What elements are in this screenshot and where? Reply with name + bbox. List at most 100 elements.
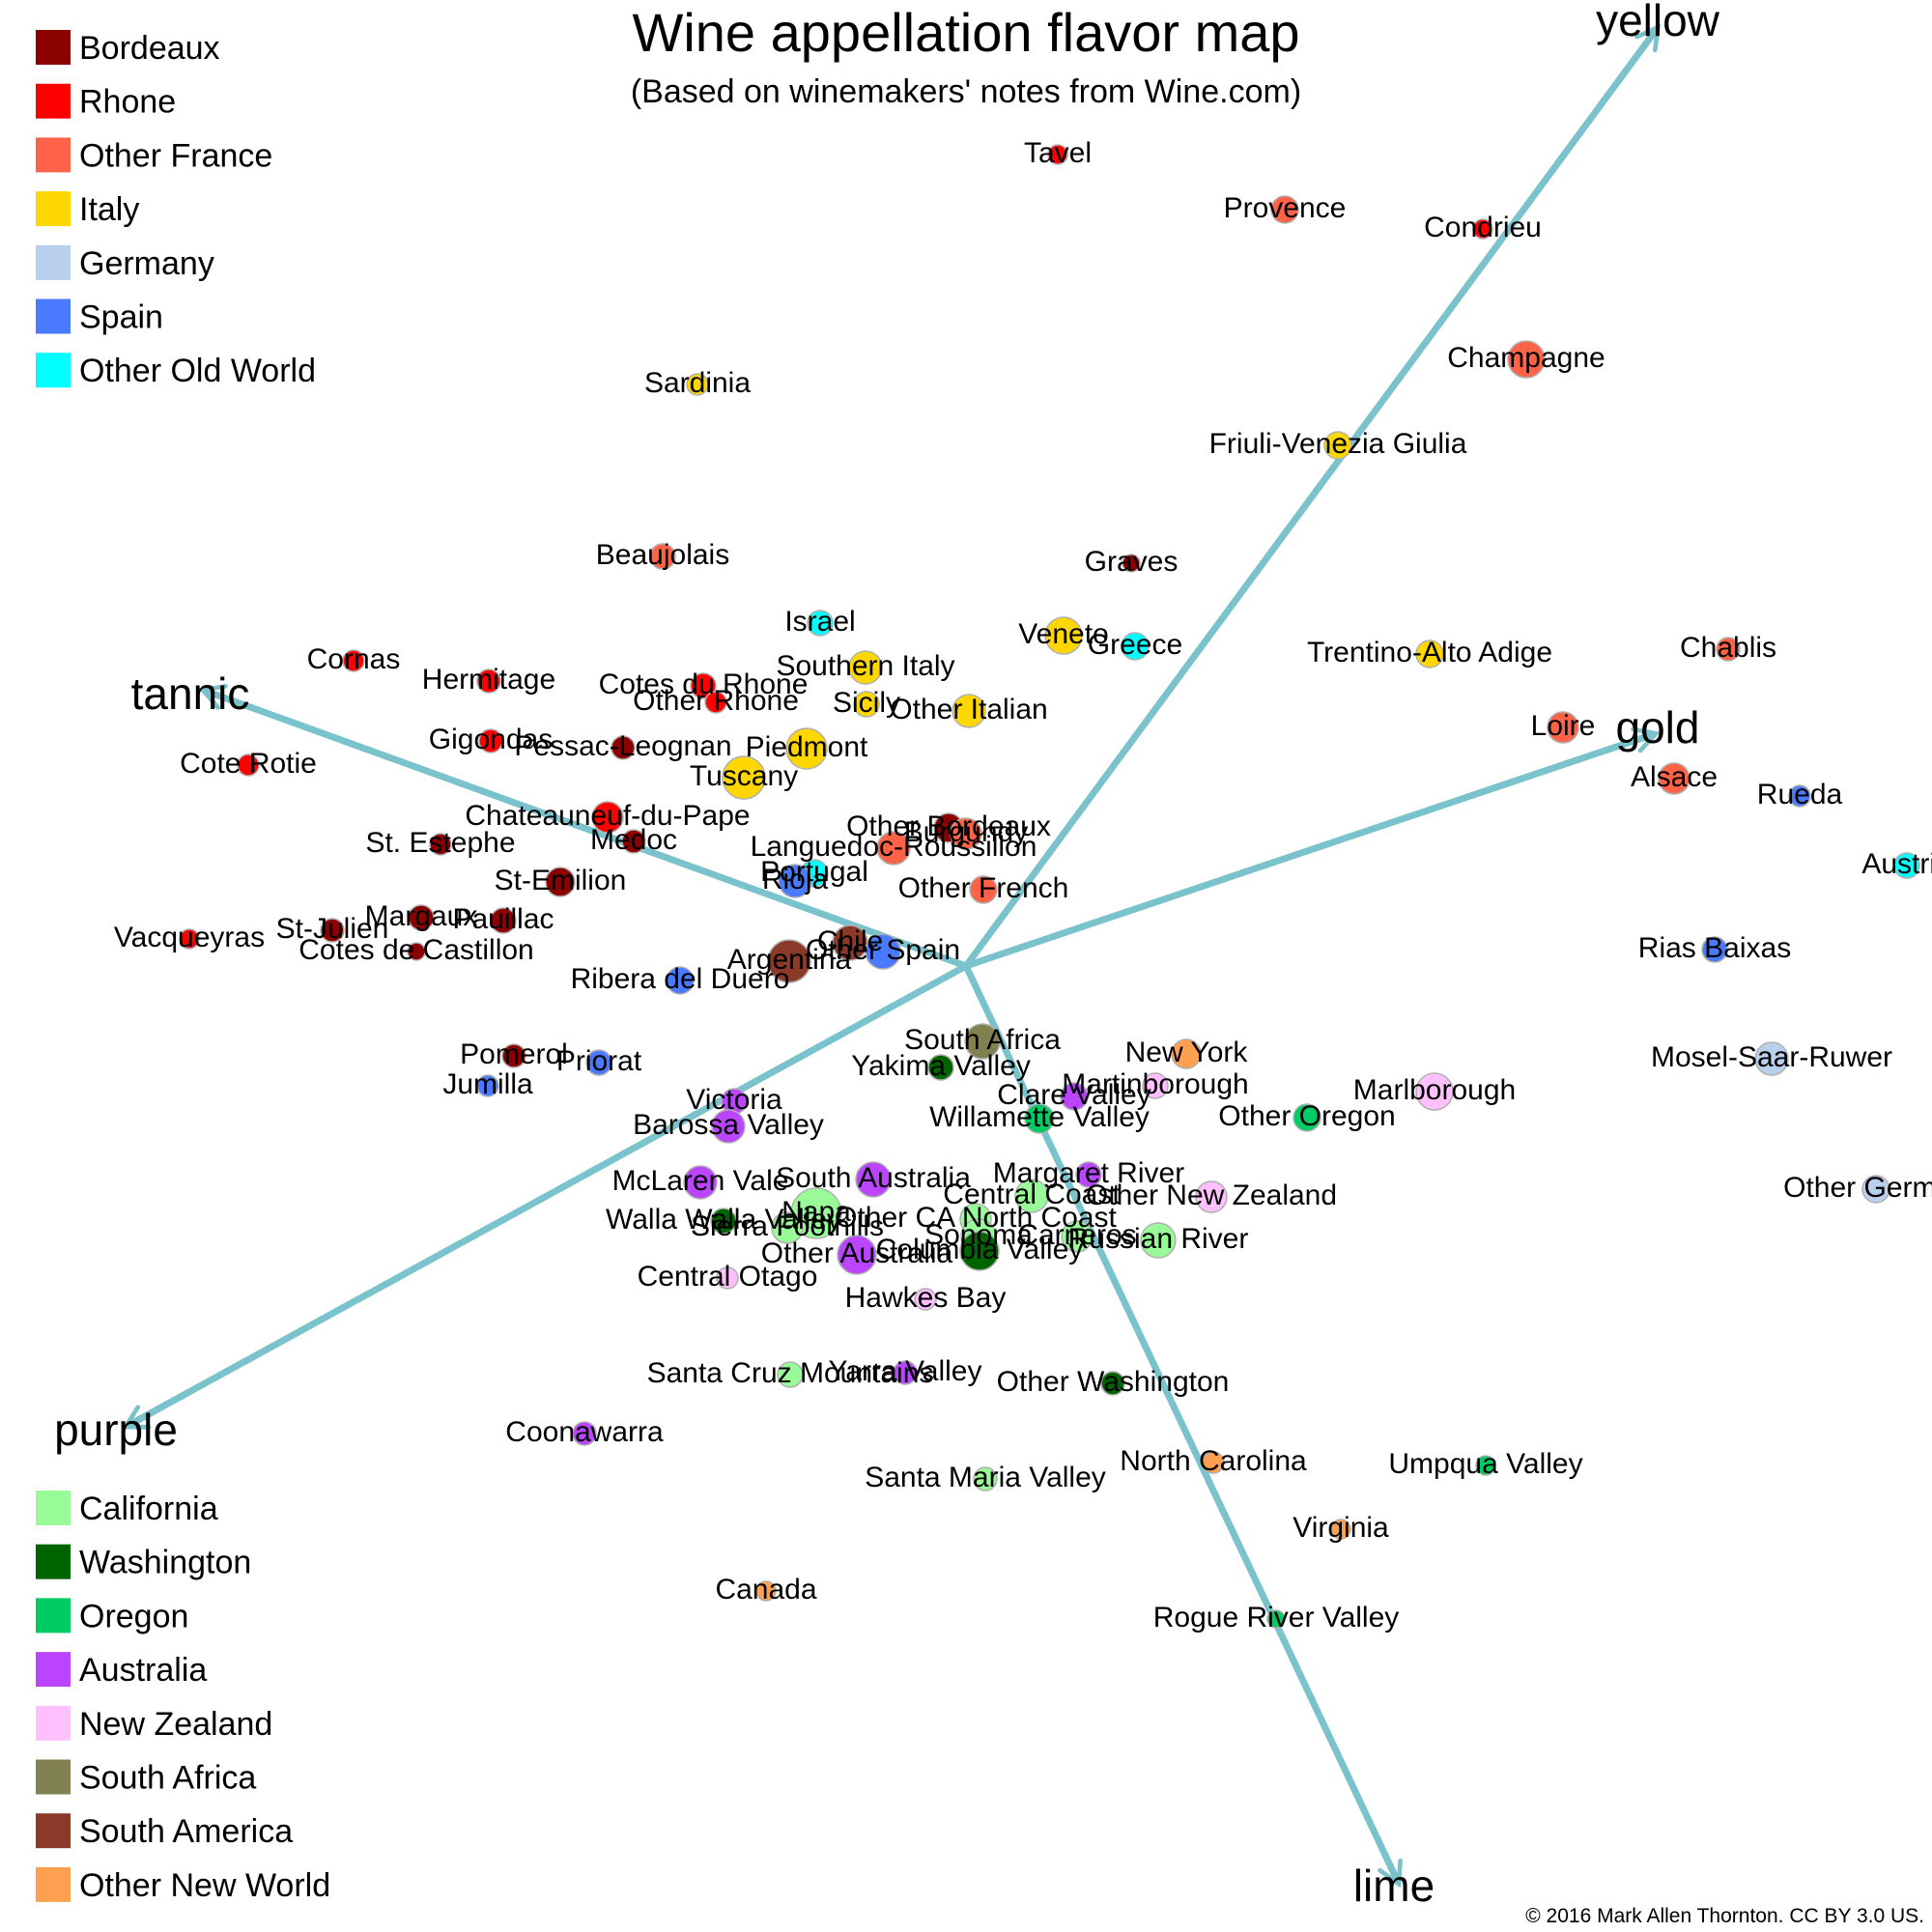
label-chile: Chile xyxy=(817,925,883,957)
appellation-points xyxy=(179,144,1920,1629)
label-carneros: Carneros xyxy=(1017,1219,1136,1251)
point-graves xyxy=(1122,554,1141,573)
point-veneto xyxy=(1044,616,1083,655)
label-other-french: Other French xyxy=(898,872,1069,904)
point-sardinia xyxy=(686,373,709,396)
label-cotes-du-rhone: Cotes du Rhone xyxy=(599,668,809,700)
point-new-york xyxy=(1171,1038,1202,1069)
label-south-australia: South Australia xyxy=(776,1162,971,1194)
point-friuli-venezia-giulia xyxy=(1323,431,1352,460)
legend-new-world: California Washington Oregon Australia New Z… xyxy=(36,1491,330,1904)
point-languedoc-roussillon xyxy=(876,831,911,866)
legend-label-australia: Australia xyxy=(79,1652,207,1689)
legend-swatch-australia xyxy=(36,1652,71,1688)
point-tuscany xyxy=(722,755,766,800)
point-martinborough xyxy=(1142,1072,1169,1099)
label-rias-baixas: Rias Baixas xyxy=(1638,932,1791,964)
legend-swatch-washington xyxy=(36,1544,71,1579)
label-chateauneuf-du-pape: Chateauneuf-du-Pape xyxy=(465,800,750,832)
label-clare-valley: Clare Valley xyxy=(997,1079,1151,1111)
label-graves: Graves xyxy=(1085,546,1179,578)
label-sierra-foothills: Sierra Foothills xyxy=(691,1210,884,1242)
legend-swatch-other-france xyxy=(36,137,71,173)
label-rogue-river-valley: Rogue River Valley xyxy=(1153,1602,1400,1634)
point-beaujolais xyxy=(649,543,676,570)
point-other-spain xyxy=(865,933,901,970)
label-santa-cruz-mountains: Santa Cruz Mountains xyxy=(647,1357,934,1389)
legend-swatch-california xyxy=(36,1491,71,1525)
point-central-coast xyxy=(1014,1179,1049,1213)
label-hawkes-bay: Hawkes Bay xyxy=(845,1282,1007,1314)
label-hermitage: Hermitage xyxy=(422,664,555,696)
label-condrieu: Condrieu xyxy=(1424,212,1542,243)
legend-swatch-other-new-world xyxy=(36,1866,71,1902)
point-other-german xyxy=(1861,1175,1890,1204)
point-other-new-zealand xyxy=(1195,1180,1228,1213)
label-ribera-del-duero: Ribera del Duero xyxy=(571,963,790,995)
label-cotes-de-castillon: Cotes de Castillon xyxy=(298,934,533,966)
legend-swatch-other-old-world xyxy=(36,353,71,388)
point-mosel-saar-ruwer xyxy=(1754,1041,1789,1076)
point-sierra-foothills xyxy=(771,1211,804,1244)
legend-old-world: Bordeaux Rhone Other France Italy Germany Spa… xyxy=(36,30,316,389)
label-medoc: Medoc xyxy=(590,824,677,856)
label-cornas: Cornas xyxy=(307,643,401,675)
point-priorat xyxy=(585,1049,612,1076)
point-yakima-valley xyxy=(927,1054,954,1081)
point-sicily xyxy=(853,691,880,718)
point-santa-cruz-mountains xyxy=(777,1361,804,1388)
label-russian-river: Russian River xyxy=(1068,1223,1249,1255)
point-st-emilion xyxy=(545,867,576,897)
point-burgundy xyxy=(950,817,982,850)
legend-label-south-africa: South Africa xyxy=(79,1760,256,1797)
point-margaux xyxy=(408,904,435,931)
point-champagne xyxy=(1507,340,1546,379)
label-mclaren-vale: McLaren Vale xyxy=(612,1165,789,1197)
label-austria: Austria xyxy=(1861,848,1932,880)
label-margaux: Margaux xyxy=(365,900,478,932)
point-columbia-valley xyxy=(959,1231,1000,1271)
label-pomerol: Pomerol xyxy=(460,1038,568,1070)
label-beaujolais: Beaujolais xyxy=(596,539,729,571)
point-medoc xyxy=(621,829,646,854)
point-clare-valley xyxy=(1060,1082,1089,1111)
point-piedmont xyxy=(785,727,828,770)
label-barossa-valley: Barossa Valley xyxy=(633,1109,824,1141)
label-piedmont: Piedmont xyxy=(746,731,868,763)
label-vacqueyras: Vacqueyras xyxy=(114,922,265,953)
label-gigondas: Gigondas xyxy=(429,724,553,755)
label-southern-italy: Southern Italy xyxy=(776,650,954,682)
label-trentino-alto-adige: Trentino-Alto Adige xyxy=(1307,637,1552,668)
legend-swatch-germany xyxy=(36,244,71,280)
axis-arrow-gold xyxy=(962,734,1654,970)
legend-label-new-zealand: New Zealand xyxy=(79,1706,272,1743)
label-jumilla: Jumilla xyxy=(442,1068,533,1100)
label-other-spain: Other Spain xyxy=(806,934,960,966)
point-other-oregon xyxy=(1293,1103,1321,1132)
label-umpqua-valley: Umpqua Valley xyxy=(1388,1448,1582,1480)
point-rioja xyxy=(778,864,812,898)
point-gigondas xyxy=(478,728,503,753)
legend-swatch-new-zealand xyxy=(36,1705,71,1741)
label-israel: Israel xyxy=(784,606,855,638)
label-tuscany: Tuscany xyxy=(690,760,798,792)
point-mclaren-vale xyxy=(683,1165,718,1200)
legend-label-germany: Germany xyxy=(79,245,214,282)
axis-label-tannic: tannic xyxy=(131,668,250,719)
label-other-german: Other German xyxy=(1783,1172,1932,1204)
label-chablis: Chablis xyxy=(1680,632,1776,664)
point-canada xyxy=(755,1580,777,1602)
point-st-julien xyxy=(320,918,345,943)
point-cotes-du-rhone xyxy=(690,672,717,699)
label-central-coast: Central Coast xyxy=(943,1179,1121,1210)
point-israel xyxy=(807,610,834,637)
point-margaret-river xyxy=(1075,1161,1102,1188)
label-rioja: Rioja xyxy=(762,864,829,895)
axis-arrow-tannic xyxy=(205,691,970,970)
label-champagne: Champagne xyxy=(1447,342,1605,374)
point-provence xyxy=(1270,195,1299,224)
label-other-australia: Other Australia xyxy=(761,1237,953,1269)
label-other-italian: Other Italian xyxy=(890,694,1047,725)
label-languedoc-roussillon: Languedoc-Roussillon xyxy=(751,831,1037,863)
legend-swatch-spain xyxy=(36,298,71,334)
